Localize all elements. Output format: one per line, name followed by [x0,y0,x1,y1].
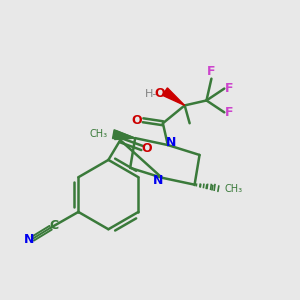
Text: F: F [225,82,233,95]
Text: N: N [24,233,34,246]
Polygon shape [112,130,135,139]
Text: N: N [166,136,176,148]
Text: CH₃: CH₃ [224,184,242,194]
Text: F: F [207,65,216,78]
Text: O: O [142,142,152,154]
Text: O: O [154,87,165,100]
Text: C: C [49,219,58,232]
Text: H-: H- [145,88,157,98]
Text: N: N [153,174,163,187]
Polygon shape [162,88,185,105]
Polygon shape [115,131,135,140]
Text: O: O [132,114,142,127]
Text: CH₃: CH₃ [89,129,107,139]
Text: F: F [225,106,233,119]
